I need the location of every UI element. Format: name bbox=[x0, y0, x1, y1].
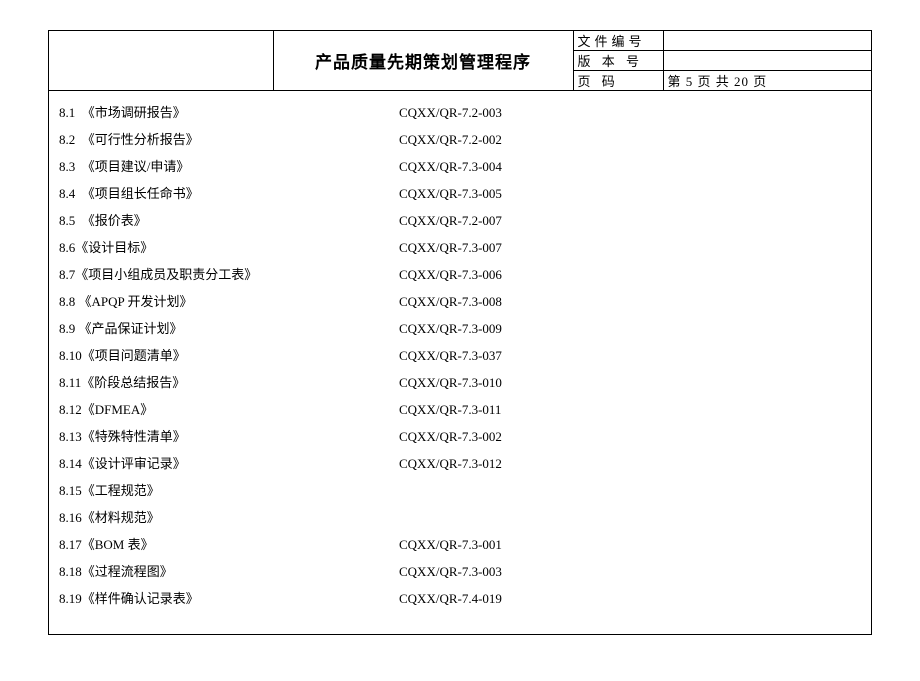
record-label: 8.5 《报价表》 bbox=[59, 207, 399, 234]
record-row: 8.9 《产品保证计划》CQXX/QR-7.3-009 bbox=[59, 315, 861, 342]
document-frame: 产品质量先期策划管理程序 文件编号 版 本 号 页 码 第 5 页 共 20 页… bbox=[48, 30, 872, 635]
record-label: 8.18《过程流程图》 bbox=[59, 558, 399, 585]
record-code: CQXX/QR-7.3-004 bbox=[399, 153, 861, 180]
record-label: 8.9 《产品保证计划》 bbox=[59, 315, 399, 342]
record-code: CQXX/QR-7.3-007 bbox=[399, 234, 861, 261]
record-label: 8.3 《项目建议/申请》 bbox=[59, 153, 399, 180]
record-row: 8.4 《项目组长任命书》CQXX/QR-7.3-005 bbox=[59, 180, 861, 207]
record-code: CQXX/QR-7.3-008 bbox=[399, 288, 861, 315]
record-code: CQXX/QR-7.2-003 bbox=[399, 99, 861, 126]
record-label: 8.7《项目小组成员及职责分工表》 bbox=[59, 261, 399, 288]
record-row: 8.12《DFMEA》CQXX/QR-7.3-011 bbox=[59, 396, 861, 423]
record-row: 8.1 《市场调研报告》CQXX/QR-7.2-003 bbox=[59, 99, 861, 126]
record-code bbox=[399, 504, 861, 531]
record-row: 8.3 《项目建议/申请》CQXX/QR-7.3-004 bbox=[59, 153, 861, 180]
record-code: CQXX/QR-7.3-006 bbox=[399, 261, 861, 288]
record-label: 8.10《项目问题清单》 bbox=[59, 342, 399, 369]
header-row-0-value bbox=[663, 31, 871, 51]
record-row: 8.5 《报价表》CQXX/QR-7.2-007 bbox=[59, 207, 861, 234]
record-code bbox=[399, 477, 861, 504]
record-code: CQXX/QR-7.3-011 bbox=[399, 396, 861, 423]
record-label: 8.13《特殊特性清单》 bbox=[59, 423, 399, 450]
record-label: 8.8 《APQP 开发计划》 bbox=[59, 288, 399, 315]
record-row: 8.13《特殊特性清单》CQXX/QR-7.3-002 bbox=[59, 423, 861, 450]
header-row-2-value: 第 5 页 共 20 页 bbox=[663, 71, 871, 91]
record-row: 8.17《BOM 表》CQXX/QR-7.3-001 bbox=[59, 531, 861, 558]
record-row: 8.7《项目小组成员及职责分工表》CQXX/QR-7.3-006 bbox=[59, 261, 861, 288]
record-code: CQXX/QR-7.3-005 bbox=[399, 180, 861, 207]
record-row: 8.19《样件确认记录表》CQXX/QR-7.4-019 bbox=[59, 585, 861, 612]
record-code: CQXX/QR-7.3-012 bbox=[399, 450, 861, 477]
record-code: CQXX/QR-7.3-002 bbox=[399, 423, 861, 450]
record-code: CQXX/QR-7.3-009 bbox=[399, 315, 861, 342]
record-label: 8.12《DFMEA》 bbox=[59, 396, 399, 423]
header-left-blank bbox=[49, 31, 273, 91]
record-label: 8.17《BOM 表》 bbox=[59, 531, 399, 558]
records-body: 8.1 《市场调研报告》CQXX/QR-7.2-0038.2 《可行性分析报告》… bbox=[49, 91, 871, 612]
record-label: 8.2 《可行性分析报告》 bbox=[59, 126, 399, 153]
record-row: 8.2 《可行性分析报告》CQXX/QR-7.2-002 bbox=[59, 126, 861, 153]
header-row-0-label: 文件编号 bbox=[573, 31, 663, 51]
record-label: 8.4 《项目组长任命书》 bbox=[59, 180, 399, 207]
record-code: CQXX/QR-7.4-019 bbox=[399, 585, 861, 612]
record-label: 8.15《工程规范》 bbox=[59, 477, 399, 504]
record-row: 8.14《设计评审记录》CQXX/QR-7.3-012 bbox=[59, 450, 861, 477]
record-row: 8.15《工程规范》 bbox=[59, 477, 861, 504]
record-row: 8.18《过程流程图》CQXX/QR-7.3-003 bbox=[59, 558, 861, 585]
record-code: CQXX/QR-7.3-010 bbox=[399, 369, 861, 396]
record-label: 8.1 《市场调研报告》 bbox=[59, 99, 399, 126]
record-code: CQXX/QR-7.3-037 bbox=[399, 342, 861, 369]
record-code: CQXX/QR-7.2-002 bbox=[399, 126, 861, 153]
header-row-1-value bbox=[663, 51, 871, 71]
record-row: 8.8 《APQP 开发计划》CQXX/QR-7.3-008 bbox=[59, 288, 861, 315]
header-title: 产品质量先期策划管理程序 bbox=[273, 31, 573, 91]
record-label: 8.6《设计目标》 bbox=[59, 234, 399, 261]
header-row-2-label: 页 码 bbox=[573, 71, 663, 91]
record-code: CQXX/QR-7.3-003 bbox=[399, 558, 861, 585]
record-label: 8.11《阶段总结报告》 bbox=[59, 369, 399, 396]
record-row: 8.16《材料规范》 bbox=[59, 504, 861, 531]
record-row: 8.6《设计目标》CQXX/QR-7.3-007 bbox=[59, 234, 861, 261]
header-row-1-label: 版 本 号 bbox=[573, 51, 663, 71]
record-code: CQXX/QR-7.3-001 bbox=[399, 531, 861, 558]
record-label: 8.14《设计评审记录》 bbox=[59, 450, 399, 477]
record-label: 8.16《材料规范》 bbox=[59, 504, 399, 531]
header-table: 产品质量先期策划管理程序 文件编号 版 本 号 页 码 第 5 页 共 20 页 bbox=[49, 31, 871, 91]
record-row: 8.11《阶段总结报告》CQXX/QR-7.3-010 bbox=[59, 369, 861, 396]
record-row: 8.10《项目问题清单》CQXX/QR-7.3-037 bbox=[59, 342, 861, 369]
record-label: 8.19《样件确认记录表》 bbox=[59, 585, 399, 612]
record-code: CQXX/QR-7.2-007 bbox=[399, 207, 861, 234]
